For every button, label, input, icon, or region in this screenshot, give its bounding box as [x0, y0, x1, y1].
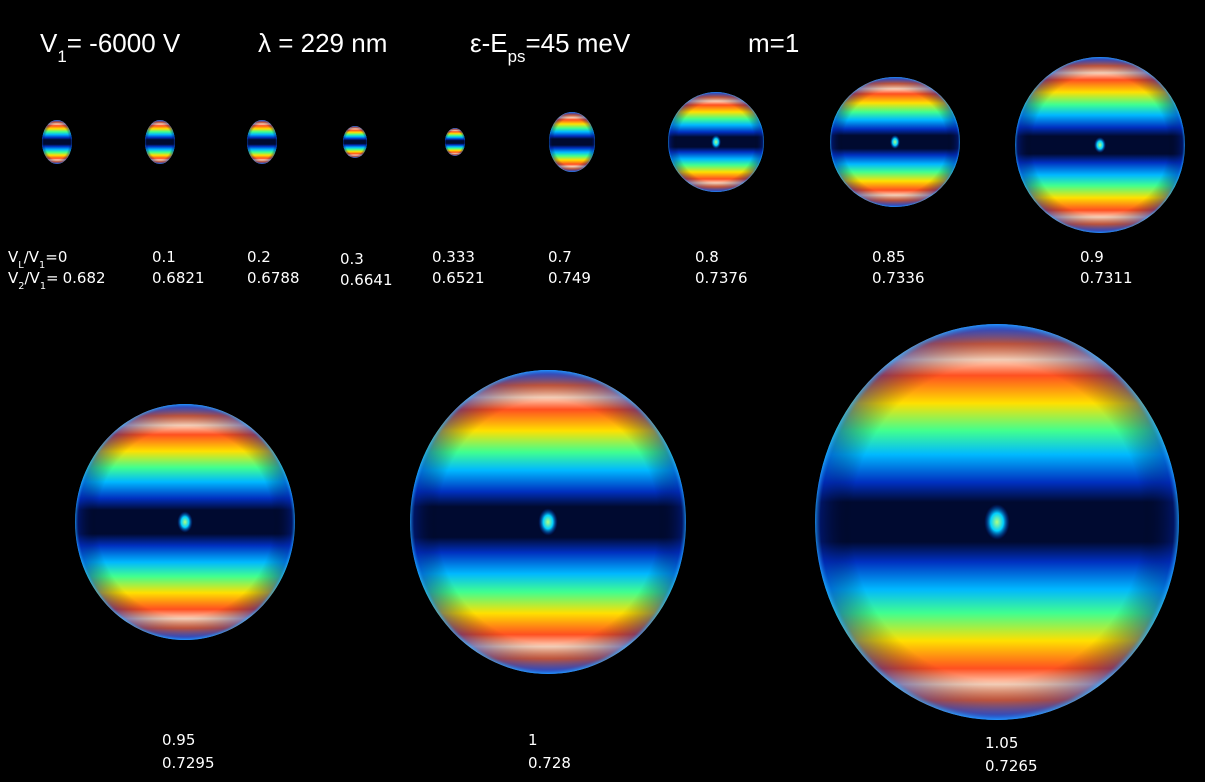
v2-value: 0.7376	[695, 269, 748, 287]
vl-ratio: 0.8	[695, 248, 719, 266]
vl-value: 1.05	[985, 734, 1018, 752]
v2-ratio: 0.7376	[695, 269, 748, 287]
text-part: V	[8, 248, 19, 266]
image-rim	[42, 120, 72, 164]
text-part: =45 meV	[525, 28, 630, 58]
vl-ratio: 0.9	[1080, 248, 1104, 266]
text-part: ε-E	[470, 28, 508, 58]
subscript: L	[18, 260, 24, 271]
vmi-image	[815, 324, 1179, 720]
subscript: 1	[57, 47, 66, 66]
v2-ratio: 0.6521	[432, 269, 485, 287]
subscript: 2	[18, 281, 24, 292]
vl-ratio: 0.95	[162, 731, 195, 749]
vmi-image	[549, 112, 595, 172]
v2-ratio: 0.749	[548, 269, 591, 287]
v2-value: 0.6821	[152, 269, 205, 287]
v2-value: 0.7311	[1080, 269, 1133, 287]
text-part: λ = 229 nm	[258, 28, 387, 58]
vl-ratio: 0.85	[872, 248, 905, 266]
v2-ratio: 0.7265	[985, 757, 1038, 775]
v2-value: 0.7336	[872, 269, 925, 287]
vl-value: 0.7	[548, 248, 572, 266]
v2-ratio: 0.6641	[340, 271, 393, 289]
vl-value: 0	[58, 248, 68, 266]
center-spot	[984, 504, 1010, 540]
header-item: V1= -6000 V	[40, 28, 181, 66]
text-part: =	[45, 248, 58, 266]
vmi-image	[668, 92, 764, 192]
vmi-image	[1015, 57, 1185, 233]
text-part: = -6000 V	[67, 28, 181, 58]
text-part: V	[8, 269, 19, 287]
vl-value: 0.3	[340, 250, 364, 268]
image-rim	[343, 126, 367, 158]
text-part: /V	[24, 248, 40, 266]
v2-value: 0.7265	[985, 757, 1038, 775]
vl-ratio: 0.1	[152, 248, 176, 266]
v2-ratio: 0.6821	[152, 269, 205, 287]
image-rim	[445, 128, 465, 156]
center-spot	[711, 135, 721, 149]
v2-ratio: 0.7311	[1080, 269, 1133, 287]
vmi-image	[830, 77, 960, 207]
vl-value: 1	[528, 731, 538, 749]
v2-value: 0.6641	[340, 271, 393, 289]
vl-ratio: 0.2	[247, 248, 271, 266]
v2-ratio: 0.7295	[162, 754, 215, 772]
v2-value: 0.7295	[162, 754, 215, 772]
subscript: 1	[39, 260, 45, 271]
v2-value: 0.6521	[432, 269, 485, 287]
vl-value: 0.85	[872, 248, 905, 266]
image-rim	[549, 112, 595, 172]
vmi-image	[445, 128, 465, 156]
center-spot	[1094, 137, 1106, 153]
subscript: ps	[508, 47, 526, 66]
text-part: V	[40, 28, 58, 58]
vl-ratio: 1.05	[985, 734, 1018, 752]
vl-ratio: 0.3	[340, 250, 364, 268]
center-spot	[890, 135, 900, 149]
vl-value: 0.1	[152, 248, 176, 266]
vl-value: 0.95	[162, 731, 195, 749]
vl-value: 0.333	[432, 248, 475, 266]
vl-ratio: VL/V1=0	[8, 248, 67, 271]
vmi-image	[410, 370, 686, 674]
vl-value: 0.9	[1080, 248, 1104, 266]
text-part: =	[46, 269, 59, 287]
vmi-image	[343, 126, 367, 158]
vl-ratio: 0.7	[548, 248, 572, 266]
text-part: /V	[24, 269, 40, 287]
vl-ratio: 0.333	[432, 248, 475, 266]
vmi-image	[75, 404, 295, 640]
vl-value: 0.2	[247, 248, 271, 266]
vmi-image	[247, 120, 277, 164]
header-item: ε-Eps=45 meV	[470, 28, 631, 66]
image-rim	[247, 120, 277, 164]
v2-ratio: V2/V1= 0.682	[8, 269, 106, 292]
image-rim	[145, 120, 175, 164]
header-item: m=1	[748, 28, 799, 58]
v2-ratio: 0.7336	[872, 269, 925, 287]
v2-value: 0.682	[63, 269, 106, 287]
v2-value: 0.749	[548, 269, 591, 287]
center-spot	[538, 508, 558, 536]
vl-ratio: 1	[528, 731, 538, 749]
vmi-image	[42, 120, 72, 164]
v2-ratio: 0.6788	[247, 269, 300, 287]
v2-value: 0.6788	[247, 269, 300, 287]
text-part: m=1	[748, 28, 799, 58]
vmi-image	[145, 120, 175, 164]
v2-value: 0.728	[528, 754, 571, 772]
center-spot	[177, 511, 193, 533]
subscript: 1	[40, 281, 46, 292]
header-item: λ = 229 nm	[258, 28, 387, 58]
v2-ratio: 0.728	[528, 754, 571, 772]
vl-value: 0.8	[695, 248, 719, 266]
